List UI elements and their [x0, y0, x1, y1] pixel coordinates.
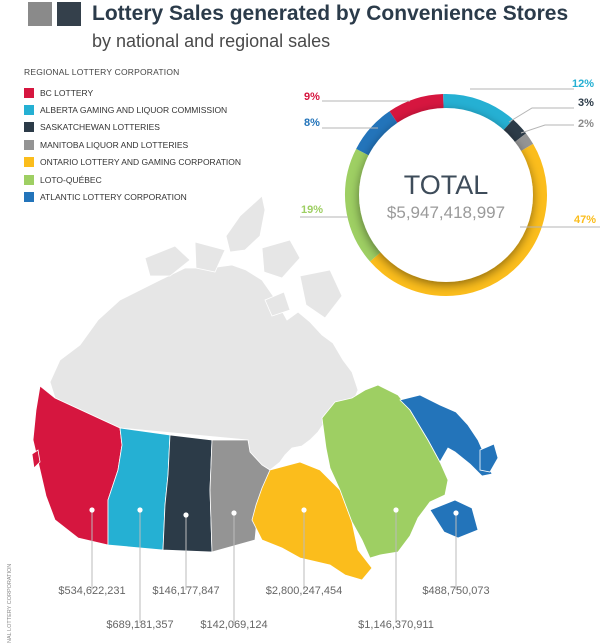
- map-north-island: [261, 239, 301, 279]
- map-callout-dot-saskatchewan: [183, 512, 189, 518]
- map-callout-label-quebec: $1,146,370,911: [358, 619, 434, 631]
- pct-label-manitoba: 2%: [578, 118, 594, 130]
- legend-label: ATLANTIC LOTTERY CORPORATION: [40, 192, 187, 203]
- map-region-saskatchewan: [162, 434, 213, 553]
- map-callout-dot-alberta: [137, 507, 143, 513]
- legend-label: MANITOBA LIQUOR AND LOTTERIES: [40, 139, 189, 150]
- map-north-island: [194, 241, 226, 273]
- donut-slice: [389, 94, 444, 127]
- donut-slice: [443, 94, 514, 134]
- map-callout-dot-bc: [89, 507, 95, 513]
- donut-slice: [345, 148, 384, 262]
- header-square-dark: [57, 2, 81, 26]
- map-region-atlantic-newfoundland: [479, 443, 499, 473]
- pct-label-saskatchewan: 3%: [578, 97, 594, 109]
- legend-swatch: [24, 87, 34, 98]
- map-callout-label-ontario: $2,800,247,454: [266, 585, 342, 597]
- map-callout-label-atlantic: $488,750,073: [422, 585, 489, 597]
- donut-slice: [370, 143, 547, 296]
- map-north-island: [299, 269, 343, 319]
- legend-item-manitoba: MANITOBA LIQUOR AND LOTTERIES: [24, 136, 241, 153]
- legend-label: ALBERTA GAMING AND LIQUOR COMMISSION: [40, 105, 228, 116]
- legend-swatch: [24, 192, 34, 203]
- map-region-atlantic: [399, 394, 493, 477]
- legend-label: SASKATCHEWAN LOTTERIES: [40, 122, 160, 133]
- pct-line-saskatchewan: [508, 107, 574, 123]
- map-callout-dot-atlantic: [453, 510, 459, 516]
- legend-swatch: [24, 157, 34, 168]
- pct-line-manitoba: [520, 124, 574, 134]
- donut-center-disc: [359, 108, 533, 282]
- map-callout-label-bc: $534,622,231: [58, 585, 125, 597]
- legend-item-quebec: LOTO-QUÉBEC: [24, 171, 241, 188]
- header-square-gray: [28, 2, 52, 26]
- legend-swatch: [24, 139, 34, 150]
- legend-swatch: [24, 174, 34, 185]
- pct-label-bc: 9%: [304, 91, 320, 103]
- map-north-island: [264, 291, 291, 317]
- legend-label: LOTO-QUÉBEC: [40, 174, 102, 185]
- donut-slice: [500, 119, 527, 145]
- pct-label-quebec: 19%: [301, 204, 323, 216]
- map-callout-dot-ontario: [301, 507, 307, 513]
- page-subtitle: by national and regional sales: [92, 31, 331, 51]
- pct-label-atlantic: 8%: [304, 117, 320, 129]
- legend-label: ONTARIO LOTTERY AND GAMING CORPORATION: [40, 157, 242, 168]
- pct-label-alberta: 12%: [572, 78, 594, 90]
- map-region-ontario: [251, 461, 373, 581]
- donut-slice: [356, 111, 400, 158]
- map-callout-dot-quebec: [393, 507, 399, 513]
- legend-item-ontario: ONTARIO LOTTERY AND GAMING CORPORATION: [24, 154, 241, 171]
- map-north: [49, 195, 359, 471]
- legend-swatch: [24, 105, 34, 116]
- pct-label-ontario: 47%: [574, 214, 596, 226]
- map-callout-label-manitoba: $142,069,124: [200, 619, 267, 631]
- map-region-atlantic-maritimes: [429, 499, 479, 539]
- page-title: Lottery Sales generated by Convenience S…: [92, 2, 569, 25]
- map-north-island: [144, 245, 191, 277]
- legend-item-saskatchewan: SASKATCHEWAN LOTTERIES: [24, 119, 241, 136]
- map-region-quebec: [321, 384, 449, 559]
- legend-label: BC LOTTERY: [40, 87, 94, 98]
- legend-title: REGIONAL LOTTERY CORPORATION: [24, 67, 180, 77]
- donut-total-value: $5,947,418,997: [387, 203, 505, 222]
- donut-slice: [511, 133, 534, 154]
- map-callout-dot-manitoba: [231, 510, 237, 516]
- donut-total-label: TOTAL: [404, 170, 489, 200]
- source-label: NAL LOTTERY CORPORATION: [7, 563, 13, 643]
- map-callout-label-alberta: $689,181,357: [106, 619, 173, 631]
- legend-item-atlantic: ATLANTIC LOTTERY CORPORATION: [24, 188, 241, 205]
- legend-item-bc: BC LOTTERY: [24, 84, 241, 101]
- donut-chart: [345, 94, 547, 296]
- map-north-island: [225, 195, 266, 253]
- map-region-bc-island: [31, 449, 41, 469]
- legend: REGIONAL LOTTERY CORPORATION BC LOTTERY …: [24, 67, 241, 206]
- legend-item-alberta: ALBERTA GAMING AND LIQUOR COMMISSION: [24, 101, 241, 118]
- legend-swatch: [24, 122, 34, 133]
- map-callout-label-saskatchewan: $146,177,847: [152, 585, 219, 597]
